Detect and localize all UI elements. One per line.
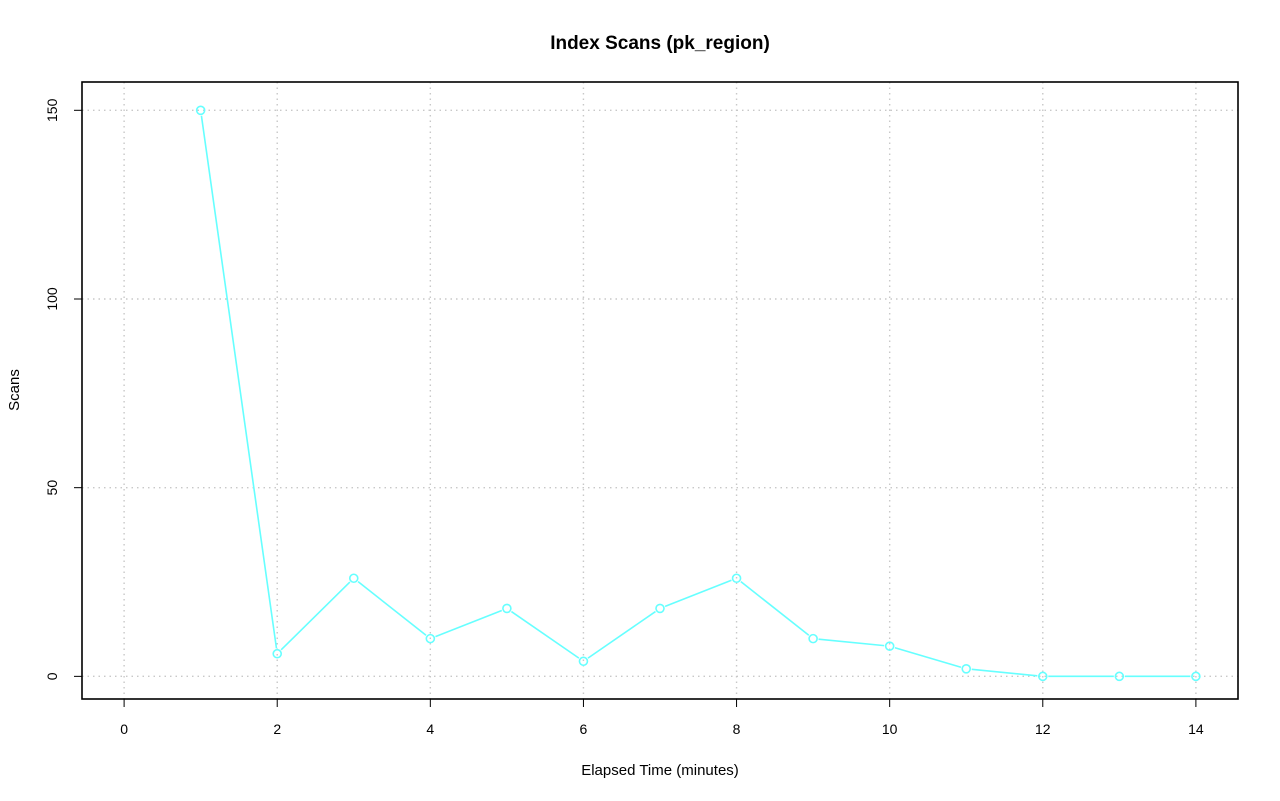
y-tick-label: 0	[44, 672, 60, 680]
series-line-segment	[818, 638, 885, 647]
grid	[82, 82, 1238, 699]
series-line-segment	[587, 610, 656, 659]
data-point	[348, 573, 359, 584]
series-line-segment	[200, 115, 278, 649]
data-point	[731, 573, 742, 584]
x-tick-label: 8	[733, 721, 741, 737]
data-point	[808, 633, 818, 644]
data-point	[195, 105, 206, 116]
series-line-segment	[435, 609, 503, 638]
x-tick-label: 14	[1188, 721, 1204, 737]
series-line-segment	[357, 581, 427, 636]
x-tick-label: 2	[273, 721, 281, 737]
x-tick-label: 6	[580, 721, 588, 737]
x-tick-label: 0	[120, 721, 128, 737]
data-point	[578, 656, 589, 667]
y-axis: 0 50 100 150	[44, 98, 82, 680]
x-axis-label: Elapsed Time (minutes)	[581, 762, 739, 779]
x-tick-label: 4	[426, 721, 434, 737]
data-point	[272, 648, 283, 659]
data-point	[1191, 671, 1201, 682]
series-line-segment	[971, 668, 1038, 677]
data-point	[425, 633, 436, 644]
y-tick-label: 100	[44, 287, 60, 311]
x-axis: 0 2 4 6 8 10 12 14	[120, 699, 1204, 737]
series-line-segment	[664, 579, 732, 608]
series-group	[195, 105, 1201, 682]
data-point	[961, 664, 972, 674]
x-tick-label: 10	[882, 721, 898, 737]
data-point	[1114, 671, 1125, 682]
y-tick-label: 50	[44, 480, 60, 496]
plot-frame	[81, 81, 1239, 700]
series-line-segment	[894, 646, 962, 669]
data-point	[655, 603, 665, 614]
x-tick-label: 12	[1035, 721, 1051, 737]
data-point	[502, 603, 512, 614]
y-tick-label: 150	[44, 98, 60, 122]
y-axis-label: Scans	[6, 369, 23, 411]
series-line-segment	[510, 610, 580, 659]
chart-title: Index Scans (pk_region)	[550, 33, 770, 54]
series-line-segment	[740, 581, 810, 636]
data-point	[884, 641, 895, 651]
series-line-segment	[280, 581, 351, 651]
data-point	[1037, 671, 1048, 682]
